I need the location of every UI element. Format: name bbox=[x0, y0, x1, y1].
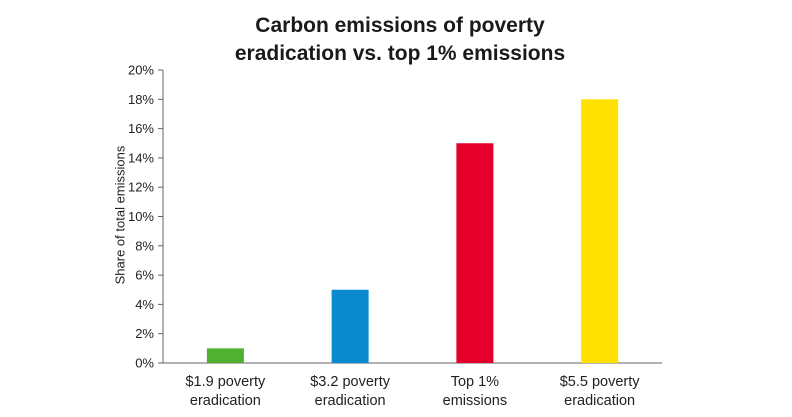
x-tick-label: eradication bbox=[190, 393, 261, 409]
bar bbox=[581, 99, 619, 364]
y-tick-label: 20% bbox=[128, 63, 154, 78]
chart-title-line-1: Carbon emissions of poverty bbox=[255, 14, 545, 37]
y-tick-label: 0% bbox=[135, 356, 154, 371]
x-tick-label: Top 1% bbox=[451, 374, 499, 390]
x-tick-label: $5.5 poverty bbox=[560, 374, 641, 390]
y-tick-label: 16% bbox=[128, 121, 154, 136]
y-tick-label: 12% bbox=[128, 180, 154, 195]
x-tick-label: eradication bbox=[564, 393, 635, 409]
y-tick-label: 6% bbox=[135, 268, 154, 283]
y-tick-label: 8% bbox=[135, 238, 154, 253]
x-tick-label: $1.9 poverty bbox=[185, 374, 266, 390]
x-tick-label: eradication bbox=[315, 393, 386, 409]
chart-title-line-2: eradication vs. top 1% emissions bbox=[234, 42, 566, 65]
x-tick-label: $3.2 poverty bbox=[310, 374, 391, 390]
y-tick-label: 2% bbox=[135, 326, 154, 341]
y-tick-label: 18% bbox=[128, 92, 154, 107]
bar bbox=[331, 289, 369, 363]
bars bbox=[206, 99, 619, 364]
bar bbox=[206, 348, 244, 363]
chart-title: Carbon emissions of poverty eradication … bbox=[150, 12, 650, 68]
x-axis-ticks: $1.9 poverty eradication $3.2 poverty eradi… bbox=[185, 374, 640, 409]
bar bbox=[456, 143, 494, 363]
y-axis-ticks: 0% 2% 4% 6% 8% 10% 12% 14% 16% 18% 20% bbox=[128, 63, 163, 371]
y-tick-label: 4% bbox=[135, 297, 154, 312]
y-tick-label: 10% bbox=[128, 209, 154, 224]
y-tick-label: 14% bbox=[128, 150, 154, 165]
x-tick-label: emissions bbox=[443, 393, 507, 409]
